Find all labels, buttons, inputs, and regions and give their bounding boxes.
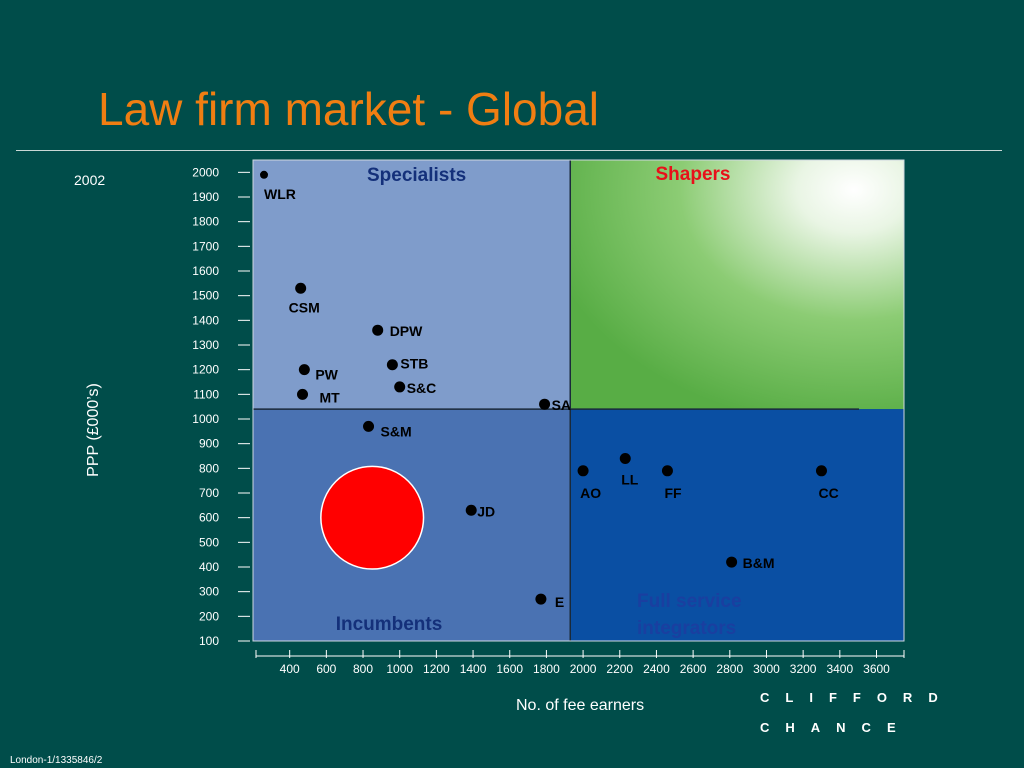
y-tick-label: 200 [199,609,219,623]
y-tick-label: 1300 [192,338,219,352]
x-tick-label: 1400 [460,662,487,676]
point-label: AO [580,485,601,501]
y-tick-label: 1500 [192,289,219,303]
x-tick-label: 2800 [716,662,743,676]
data-point [815,465,827,477]
quadrant-label-integrators: integrators [637,618,736,639]
data-point [726,556,738,568]
y-tick-label: 300 [199,585,219,599]
point-label: S&M [381,423,412,439]
data-point [363,420,375,432]
point-label: E [555,594,564,610]
clifford-chance-logo: CLIFFORD CHANCE [760,683,954,743]
data-point [295,282,307,294]
x-tick-label: 1800 [533,662,560,676]
x-tick-label: 800 [353,662,373,676]
data-point [298,364,310,376]
x-tick-label: 1000 [386,662,413,676]
y-tick-label: 900 [199,437,219,451]
data-point [619,452,631,464]
point-label: FF [664,485,682,501]
y-tick-label: 700 [199,486,219,500]
y-tick-label: 1400 [192,313,219,327]
y-tick-label: 1200 [192,363,219,377]
point-label: B&M [743,555,775,571]
data-point [297,388,309,400]
point-label: PW [315,367,338,383]
data-point [661,465,673,477]
x-tick-label: 3400 [826,662,853,676]
quadrant-label-shapers: Shapers [656,164,731,185]
logo-line-2: CHANCE [760,720,912,735]
quadrant-full-service [570,409,904,641]
y-tick-label: 500 [199,535,219,549]
x-axis-label: No. of fee earners [516,697,645,714]
point-label: STB [400,356,428,372]
y-tick-label: 1900 [192,190,219,204]
x-tick-label: 400 [280,662,300,676]
y-tick-label: 1100 [193,387,219,401]
plot-frame [252,159,905,642]
data-point [539,398,551,410]
quadrant-shapers [570,160,904,410]
point-label: JD [477,503,495,519]
footer-reference: London-1/1335846/2 [10,755,103,766]
quadrant-label-full-service: Full service [637,591,742,612]
y-tick-label: 1700 [192,239,219,253]
point-label: SA [552,397,571,413]
x-tick-label: 2600 [680,662,707,676]
x-tick-label: 3200 [790,662,817,676]
point-label: CC [818,485,838,501]
data-point [577,465,589,477]
y-tick-label: 400 [199,560,219,574]
x-tick-label: 2200 [606,662,633,676]
x-tick-label: 1200 [423,662,450,676]
data-point [386,359,398,371]
quadrant-label-incumbents: Incumbents [336,614,443,635]
y-tick-label: 1000 [192,412,219,426]
data-point [260,170,269,179]
slide-title: Law firm market - Global [98,83,600,135]
y-tick-label: 1600 [192,264,219,278]
data-point [465,504,477,516]
point-label: LL [621,471,639,487]
y-tick-label: 1800 [192,215,219,229]
x-tick-label: 3000 [753,662,780,676]
title-divider [16,150,1002,151]
year-label: 2002 [74,172,106,188]
data-point [394,381,406,393]
point-label: MT [320,389,341,405]
data-point [372,324,384,336]
x-tick-label: 2400 [643,662,670,676]
x-tick-label: 1600 [496,662,523,676]
x-tick-label: 3600 [863,662,890,676]
y-tick-label: 100 [199,634,219,648]
y-tick-label: 2000 [192,165,219,179]
logo-line-1: CLIFFORD [760,690,954,705]
x-tick-label: 600 [316,662,336,676]
x-tick-label: 2000 [570,662,597,676]
quadrant-label-specialists: Specialists [367,165,466,186]
point-label: WLR [264,186,296,202]
point-label: DPW [390,323,423,339]
point-label: CSM [289,299,320,315]
incumbents-highlight-circle [320,465,425,570]
point-label: S&C [407,380,437,396]
y-tick-label: 600 [199,511,219,525]
data-point [535,593,547,605]
y-tick-label: 800 [199,461,219,475]
